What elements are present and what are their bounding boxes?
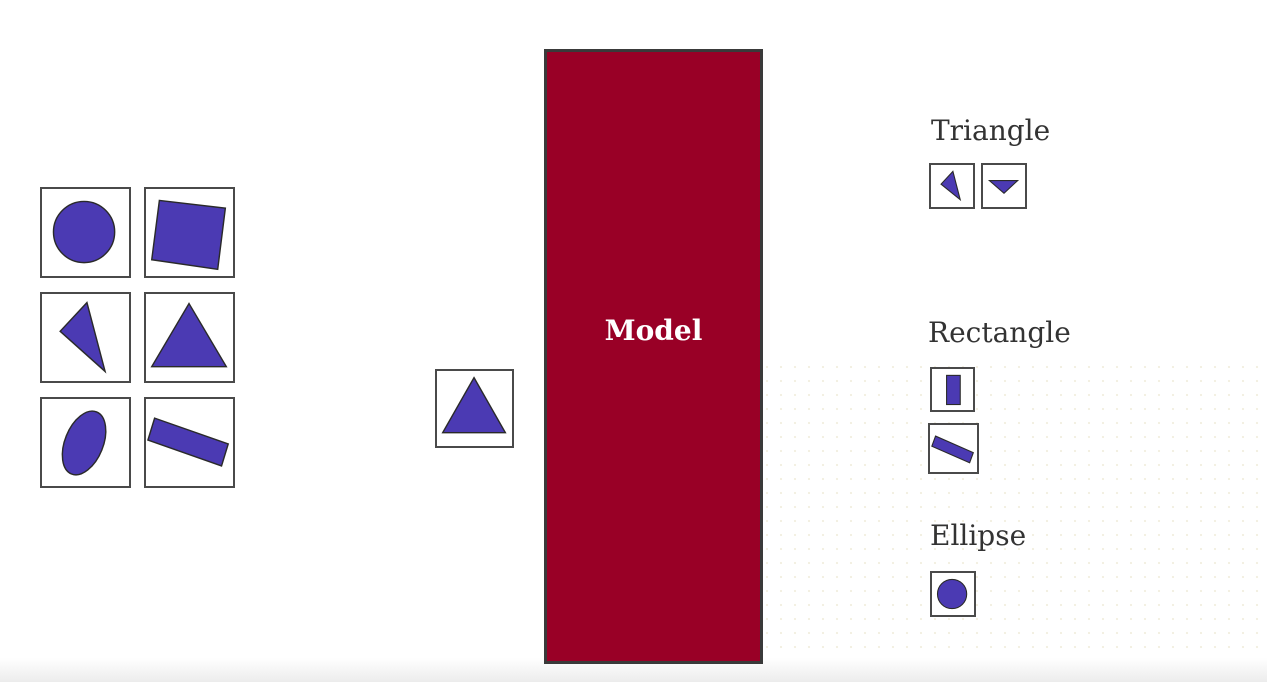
triangle-class-tile-2 [981,163,1027,209]
triangle-shape [940,170,962,202]
rectangle-class-label: Rectangle [928,316,1071,349]
rectangle-shape [147,417,230,467]
ellipse-shape [61,410,107,476]
example-rectangle-tile [144,397,235,488]
triangle-shape [59,301,107,374]
example-triangle-tile-1 [40,292,131,383]
dotted-background [760,360,1267,660]
example-triangle-tile-2 [144,292,235,383]
rectangle-shape [946,374,961,406]
example-ellipse-tile [40,397,131,488]
model-label: Model [604,314,703,347]
triangle-class-label: Triangle [931,114,1051,147]
rectangle-shape [931,435,975,464]
triangle-shape [987,179,1020,195]
circle-shape [936,578,968,610]
model-block: Model [544,49,763,664]
rectangle-class-tile-1 [930,367,975,412]
triangle-class-tile-1 [929,163,975,209]
square-shape [150,199,227,271]
ellipse-class-label: Ellipse [930,519,1027,552]
ellipse-class-tile [930,571,976,617]
triangle-shape [441,376,507,434]
example-square-tile [144,187,235,278]
triangle-shape [150,302,228,368]
circle-shape [52,200,116,264]
rectangle-class-tile-2 [928,423,979,474]
example-circle-tile [40,187,131,278]
input-triangle-tile [435,369,514,448]
